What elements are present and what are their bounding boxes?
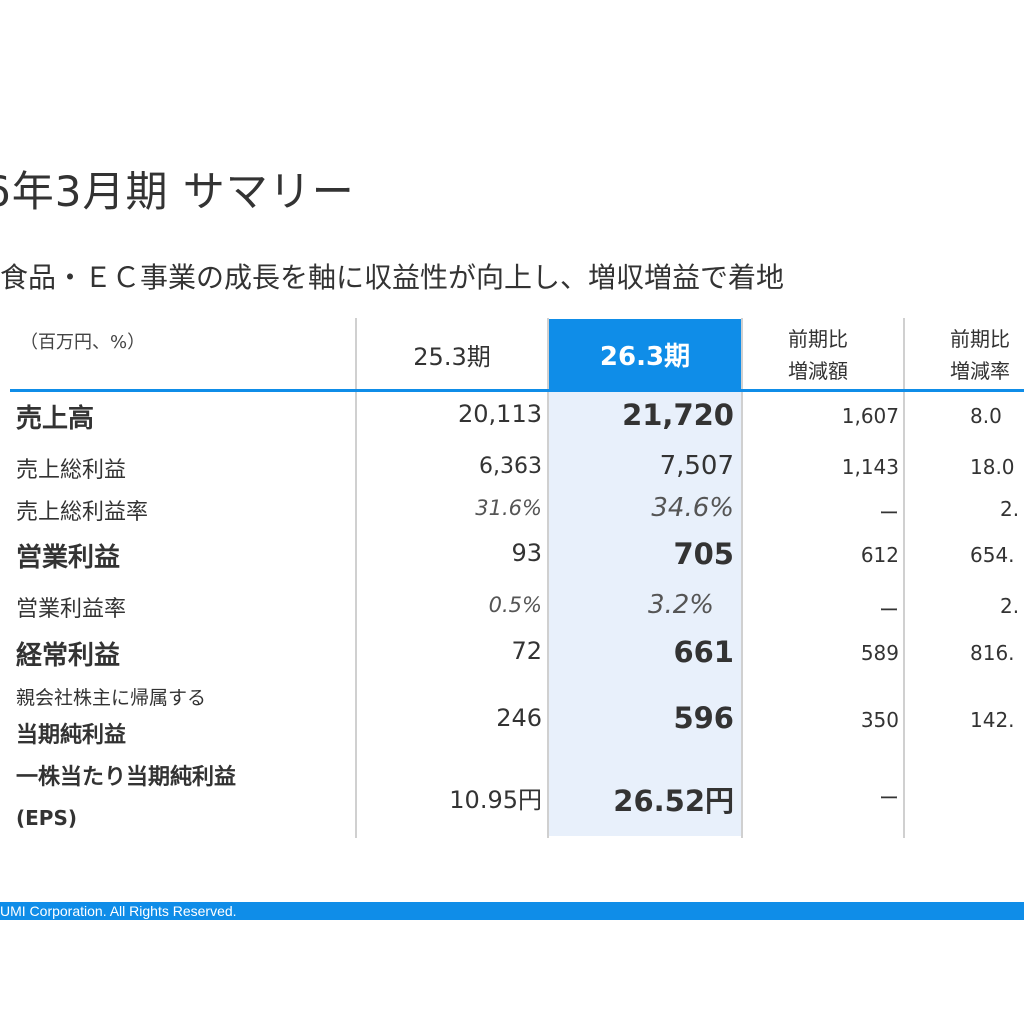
row-label: 経常利益 bbox=[16, 641, 121, 671]
cell-prev: 10.95円 bbox=[449, 786, 542, 814]
row-label: 売上総利益率 bbox=[16, 500, 149, 525]
column-divider bbox=[547, 318, 549, 838]
cell-diff: ー bbox=[879, 501, 899, 525]
row-label: 売上総利益 bbox=[16, 458, 127, 483]
header-current-period: 26.3期 bbox=[549, 319, 741, 390]
cell-cur: 26.52円 bbox=[613, 784, 734, 818]
cell-diff: ー bbox=[879, 786, 899, 810]
table-row-net-sales: 売上高 20,113 21,720 1,607 8.0 bbox=[0, 398, 1024, 438]
cell-cur: 596 bbox=[673, 701, 734, 735]
cell-cur: 34.6% bbox=[651, 493, 734, 523]
row-label: 親会社株主に帰属する 当期純利益 bbox=[16, 680, 206, 756]
header-yoy-rate: 前期比 増減率 bbox=[950, 319, 1010, 390]
cell-rate: 816. bbox=[970, 641, 1015, 665]
cell-cur: 21,720 bbox=[622, 398, 734, 432]
row-label: 営業利益 bbox=[16, 543, 121, 573]
cell-prev: 93 bbox=[511, 539, 542, 567]
row-label-line1: 親会社株主に帰属する bbox=[16, 687, 207, 709]
cell-cur: 7,507 bbox=[659, 451, 734, 481]
row-label: 営業利益率 bbox=[16, 597, 127, 622]
page-title: 6年3月期 サマリー bbox=[0, 167, 355, 216]
header-yoy-change-line2: 増減額 bbox=[788, 358, 848, 383]
row-label-line2: (EPS) bbox=[16, 806, 78, 830]
cell-diff: 1,143 bbox=[841, 455, 899, 479]
header-rule bbox=[10, 389, 1024, 392]
cell-prev: 20,113 bbox=[458, 400, 542, 428]
cell-rate: 142. bbox=[970, 708, 1015, 732]
page-subtitle: 食品・ＥＣ事業の成長を軸に収益性が向上し、増収増益で着地 bbox=[0, 261, 785, 294]
row-label: 売上高 bbox=[16, 404, 95, 434]
cell-cur: 3.2% bbox=[647, 590, 714, 620]
cell-diff: 350 bbox=[860, 708, 899, 732]
header-previous-period: 25.3期 bbox=[413, 343, 491, 371]
cell-prev: 246 bbox=[496, 704, 542, 732]
cell-prev: 72 bbox=[511, 637, 542, 665]
cell-diff: 612 bbox=[860, 543, 899, 567]
unit-label: （百万円、%） bbox=[20, 332, 146, 353]
current-period-highlight bbox=[549, 319, 741, 836]
cell-prev: 0.5% bbox=[488, 593, 542, 617]
table-row-operating-margin: 営業利益率 0.5% 3.2% ー 2. bbox=[0, 589, 1024, 625]
row-label-line1: 一株当たり当期純利益 bbox=[16, 765, 237, 790]
cell-prev: 31.6% bbox=[475, 496, 542, 520]
header-yoy-change-line1: 前期比 bbox=[788, 326, 848, 351]
header-yoy-rate-line2: 増減率 bbox=[950, 358, 1010, 383]
cell-diff: 1,607 bbox=[841, 404, 899, 428]
table-row-ordinary-income: 経常利益 72 661 589 816. bbox=[0, 635, 1024, 675]
cell-rate: 2. bbox=[1000, 497, 1020, 521]
cell-rate: 8.0 bbox=[970, 404, 1002, 428]
cell-rate: 2. bbox=[1000, 594, 1020, 618]
cell-diff: 589 bbox=[860, 641, 899, 665]
header-yoy-change: 前期比 増減額 bbox=[788, 319, 848, 390]
table-row-eps: 一株当たり当期純利益 (EPS) 10.95円 26.52円 ー bbox=[0, 758, 1024, 838]
cell-cur: 661 bbox=[673, 635, 734, 669]
row-label-line2: 当期純利益 bbox=[16, 723, 127, 748]
header-yoy-rate-line1: 前期比 bbox=[950, 326, 1010, 351]
cell-prev: 6,363 bbox=[479, 454, 542, 479]
table-row-net-income: 親会社株主に帰属する 当期純利益 246 596 350 142. bbox=[0, 680, 1024, 756]
column-divider bbox=[903, 318, 905, 838]
cell-cur: 705 bbox=[673, 537, 734, 571]
cell-rate: 654. bbox=[970, 543, 1015, 567]
column-divider bbox=[741, 318, 743, 838]
column-divider bbox=[355, 318, 357, 838]
cell-rate: 18.0 bbox=[970, 455, 1015, 479]
table-row-gross-margin: 売上総利益率 31.6% 34.6% ー 2. bbox=[0, 492, 1024, 528]
row-label: 一株当たり当期純利益 (EPS) bbox=[16, 758, 236, 838]
table-row-gross-profit: 売上総利益 6,363 7,507 1,143 18.0 bbox=[0, 450, 1024, 486]
table-row-operating-income: 営業利益 93 705 612 654. bbox=[0, 537, 1024, 577]
footer-copyright: UMI Corporation. All Rights Reserved. bbox=[0, 902, 1024, 920]
cell-diff: ー bbox=[879, 598, 899, 622]
